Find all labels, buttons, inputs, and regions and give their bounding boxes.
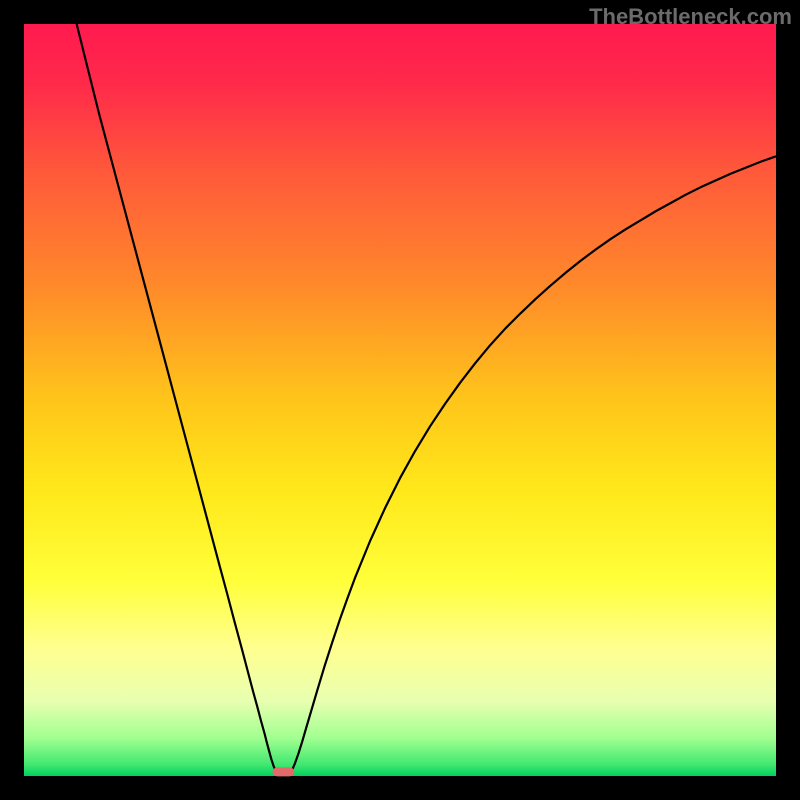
- bottleneck-chart: [0, 0, 800, 800]
- optimum-marker: [272, 767, 294, 776]
- chart-container: TheBottleneck.com: [0, 0, 800, 800]
- plot-background: [24, 24, 776, 776]
- watermark-text: TheBottleneck.com: [589, 4, 792, 30]
